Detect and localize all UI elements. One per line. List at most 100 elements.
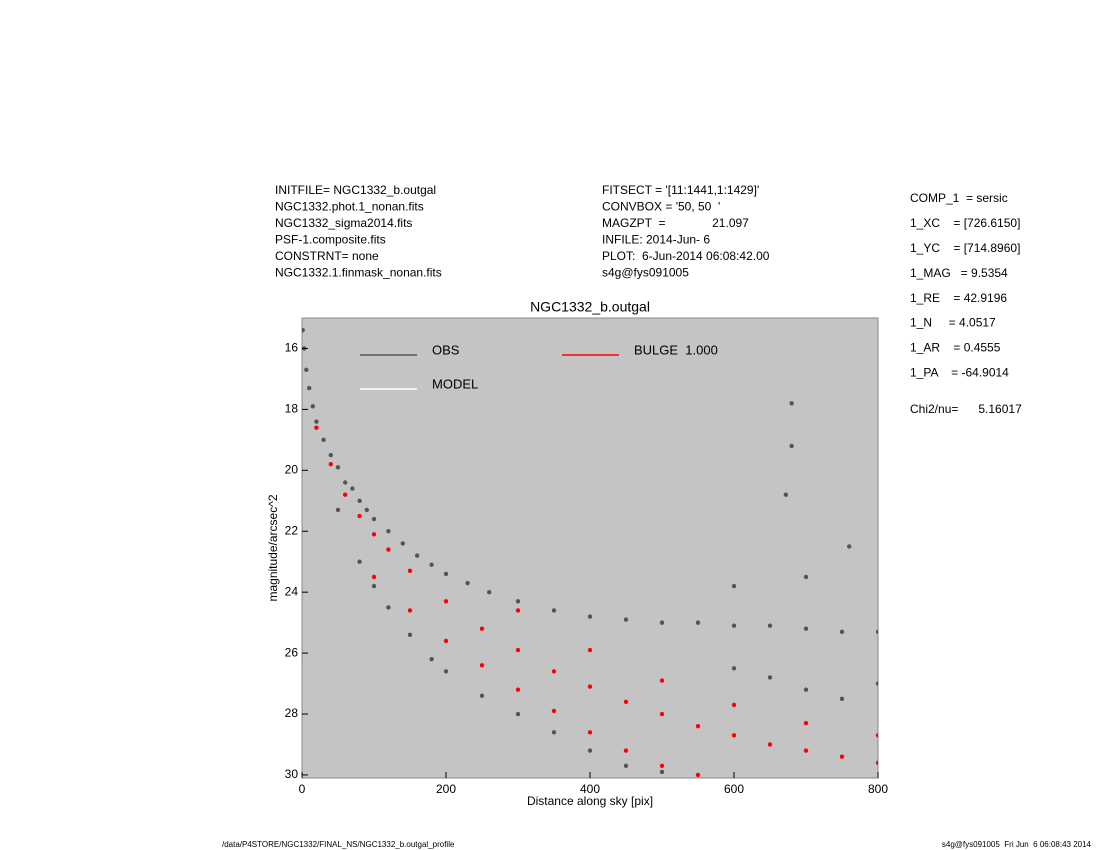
data-point xyxy=(803,687,809,692)
data-point xyxy=(731,623,737,628)
data-point xyxy=(659,620,665,625)
data-point xyxy=(789,401,794,406)
y-axis-label: magnitude/arcsec^2 xyxy=(266,494,280,601)
data-point xyxy=(465,580,470,586)
legend-label: BULGE 1.000 xyxy=(634,342,718,357)
data-point xyxy=(328,452,333,458)
data-point xyxy=(731,733,737,738)
data-point xyxy=(623,699,629,705)
data-point xyxy=(407,608,413,613)
data-point xyxy=(304,367,309,372)
data-point xyxy=(371,583,377,589)
data-point xyxy=(551,669,557,674)
data-point xyxy=(429,656,434,662)
data-point xyxy=(443,638,449,644)
data-point xyxy=(587,730,593,735)
y-tick-label: 18 xyxy=(285,402,299,416)
header-left-line: NGC1332_sigma2014.fits xyxy=(275,216,412,230)
component-line: COMP_1 = sersic xyxy=(910,191,1008,205)
data-point xyxy=(479,626,485,631)
chi2: Chi2/nu= 5.16017 xyxy=(910,402,1022,416)
footer-right: s4g@fys091005 Fri Jun 6 06:08:43 2014 xyxy=(942,840,1092,849)
data-point xyxy=(587,748,593,753)
data-point xyxy=(364,507,369,513)
footer-left: /data/P4STORE/NGC1332/FINAL_NS/NGC1332_b… xyxy=(222,840,455,849)
data-point xyxy=(314,419,319,424)
data-point xyxy=(515,687,521,692)
data-point xyxy=(487,589,492,595)
data-point xyxy=(335,465,341,470)
data-point xyxy=(659,769,665,775)
component-line: 1_N = 4.0517 xyxy=(910,316,996,330)
data-point xyxy=(515,647,521,653)
component-line: 1_PA = -64.9014 xyxy=(910,365,1009,379)
x-axis-label: Distance along sky [pix] xyxy=(527,794,653,808)
data-point xyxy=(875,760,878,765)
component-line: 1_AR = 0.4555 xyxy=(910,341,1001,355)
data-point xyxy=(839,629,845,634)
data-point xyxy=(314,425,319,430)
data-point xyxy=(803,748,809,753)
data-point xyxy=(803,574,809,580)
data-point xyxy=(551,608,557,613)
header-middle-line: INFILE: 2014-Jun- 6 xyxy=(602,233,710,247)
header-left-line: NGC1332.phot.1_nonan.fits xyxy=(275,200,424,214)
header-left-line: PSF-1.composite.fits xyxy=(275,233,386,247)
data-point xyxy=(335,507,341,513)
x-tick-label: 600 xyxy=(724,782,744,796)
data-point xyxy=(587,647,593,653)
data-point xyxy=(515,608,521,613)
data-point xyxy=(875,733,878,738)
data-point xyxy=(357,559,362,564)
data-point xyxy=(789,443,794,449)
data-point xyxy=(357,498,362,503)
data-point xyxy=(371,516,377,522)
data-point xyxy=(443,571,449,577)
data-point xyxy=(415,553,420,558)
data-point xyxy=(623,748,629,753)
x-tick-label: 200 xyxy=(436,782,456,796)
data-point xyxy=(407,632,413,638)
data-point xyxy=(515,599,521,604)
data-point xyxy=(767,742,773,747)
data-point xyxy=(302,327,305,333)
data-point xyxy=(623,763,629,769)
y-tick-label: 16 xyxy=(285,341,299,355)
data-point xyxy=(839,754,845,759)
header-left-line: CONSTRNT= none xyxy=(275,249,379,263)
data-point xyxy=(695,724,701,729)
y-tick-label: 28 xyxy=(285,706,299,720)
data-point xyxy=(731,583,737,589)
data-point xyxy=(875,629,878,634)
data-point xyxy=(407,568,413,574)
y-tick-label: 30 xyxy=(285,767,299,781)
plot-area xyxy=(301,317,879,779)
data-point xyxy=(350,486,355,491)
header-middle-line: PLOT: 6-Jun-2014 06:08:42.00 xyxy=(602,249,770,263)
header-left-line: NGC1332.1.finmask_nonan.fits xyxy=(275,266,442,280)
header-middle-line: FITSECT = '[11:1441,1:1429]' xyxy=(602,183,759,197)
points xyxy=(302,327,878,778)
data-point xyxy=(479,663,485,668)
data-point xyxy=(551,730,557,735)
data-point xyxy=(695,772,701,778)
data-point xyxy=(551,708,557,714)
data-point xyxy=(357,513,362,519)
x-tick-label: 800 xyxy=(868,782,888,796)
data-point xyxy=(371,532,377,537)
header-left-line: INITFILE= NGC1332_b.outgal xyxy=(275,183,436,197)
component-line: 1_YC = [714.8960] xyxy=(910,241,1020,255)
legend-label: OBS xyxy=(432,342,460,357)
data-point xyxy=(400,541,405,546)
data-point xyxy=(321,437,326,443)
data-point xyxy=(731,666,737,671)
data-point xyxy=(587,684,593,689)
data-point xyxy=(371,574,377,580)
data-point xyxy=(386,547,391,552)
data-point xyxy=(307,385,312,391)
data-point xyxy=(328,462,333,467)
component-line: 1_MAG = 9.5354 xyxy=(910,266,1008,280)
data-point xyxy=(767,623,773,628)
y-tick-label: 22 xyxy=(285,523,299,537)
